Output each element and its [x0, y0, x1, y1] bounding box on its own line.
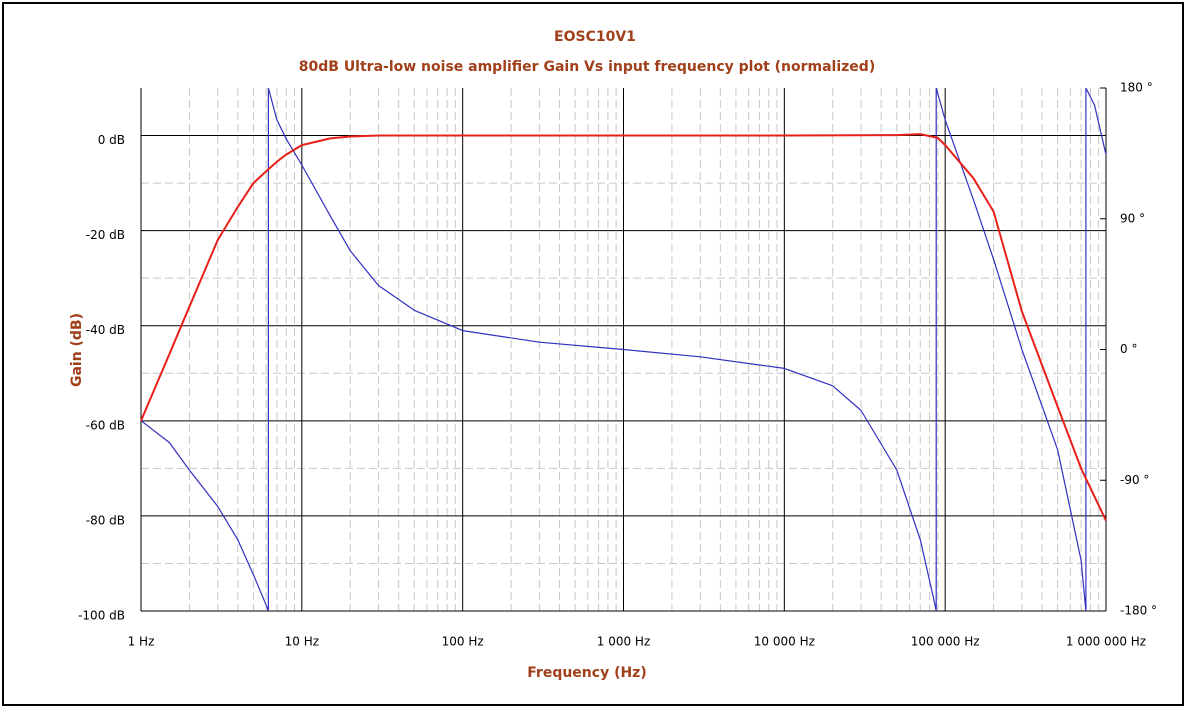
- x-tick-label: 1 000 Hz: [597, 635, 651, 649]
- x-tick-label: 100 Hz: [442, 635, 484, 649]
- y-tick-label: -60 dB: [86, 418, 125, 432]
- y-axis-label: Gain (dB): [69, 313, 85, 387]
- series-line: [140, 133, 1107, 522]
- y2-tick-label: 180 °: [1120, 81, 1153, 95]
- y2-tick-label: -180 °: [1120, 604, 1157, 618]
- x-tick-label: 10 000 Hz: [754, 635, 815, 649]
- y-tick-label: -20 dB: [86, 228, 125, 242]
- chart-title: EOSC10V1: [554, 29, 636, 45]
- x-tick-label: 1 000 000 Hz: [1066, 635, 1146, 649]
- y2-tick-label: -90 °: [1120, 473, 1149, 487]
- x-axis-label: Frequency (Hz): [527, 665, 646, 681]
- x-tick-label: 1 Hz: [128, 635, 155, 649]
- y-tick-label: -100 dB: [78, 609, 125, 623]
- series-line: [140, 88, 1107, 611]
- x-tick-label: 100 000 Hz: [911, 635, 980, 649]
- y-tick-label: -40 dB: [86, 323, 125, 337]
- x-tick-label: 10 Hz: [285, 635, 319, 649]
- y2-tick-label: 0 °: [1120, 342, 1137, 356]
- y2-tick-label: 90 °: [1120, 211, 1145, 225]
- y-tick-label: -80 dB: [86, 513, 125, 527]
- y-tick-label: 0 dB: [98, 133, 125, 147]
- chart-subtitle: 80dB Ultra-low noise amplifier Gain Vs i…: [299, 59, 875, 75]
